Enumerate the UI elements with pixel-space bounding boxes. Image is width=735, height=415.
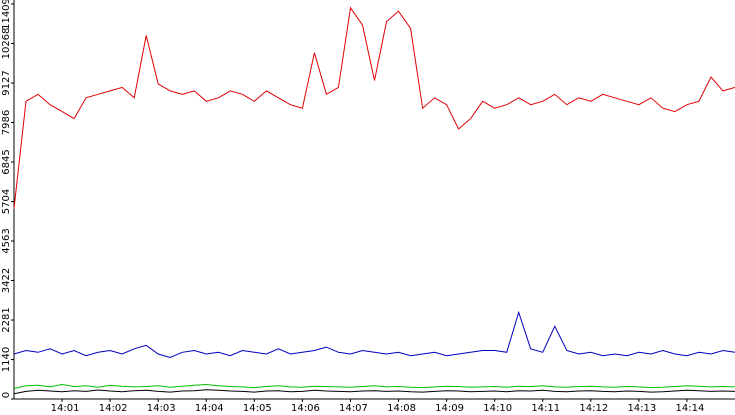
- series-line: [13, 310, 735, 359]
- y-tick-label: 4563: [1, 228, 12, 253]
- y-tick-label: 0: [1, 392, 12, 398]
- x-tick-label: 14:04: [195, 403, 224, 414]
- y-tick-label: 11409: [1, 0, 12, 30]
- y-tick-label: 3422: [1, 268, 12, 293]
- x-tick-label: 14:05: [243, 403, 272, 414]
- y-tick-label: 2281: [1, 307, 12, 332]
- y-tick-label: 6845: [1, 149, 12, 174]
- x-tick-label: 14:06: [291, 403, 320, 414]
- x-tick-label: 14:01: [51, 403, 80, 414]
- y-tick-label: 7986: [1, 110, 12, 135]
- x-tick-label: 14:12: [579, 403, 608, 414]
- y-tick-label: 9127: [1, 70, 12, 95]
- series-line: [13, 389, 735, 395]
- y-tick-label: 5704: [1, 189, 12, 214]
- x-tick-label: 14:09: [435, 403, 464, 414]
- x-tick-label: 14:02: [99, 403, 128, 414]
- x-tick-label: 14:11: [531, 403, 560, 414]
- x-tick-label: 14:03: [147, 403, 176, 414]
- x-tick-label: 14:07: [339, 403, 368, 414]
- y-tick-label: 1140: [1, 347, 12, 372]
- x-tick-label: 14:13: [627, 403, 656, 414]
- x-tick-label: 14:10: [483, 403, 512, 414]
- x-tick-label: 14:14: [676, 403, 705, 414]
- series-line: [13, 6, 735, 209]
- x-tick-label: 14:08: [387, 403, 416, 414]
- y-tick-label: 10268: [1, 28, 12, 60]
- series-line: [13, 383, 735, 390]
